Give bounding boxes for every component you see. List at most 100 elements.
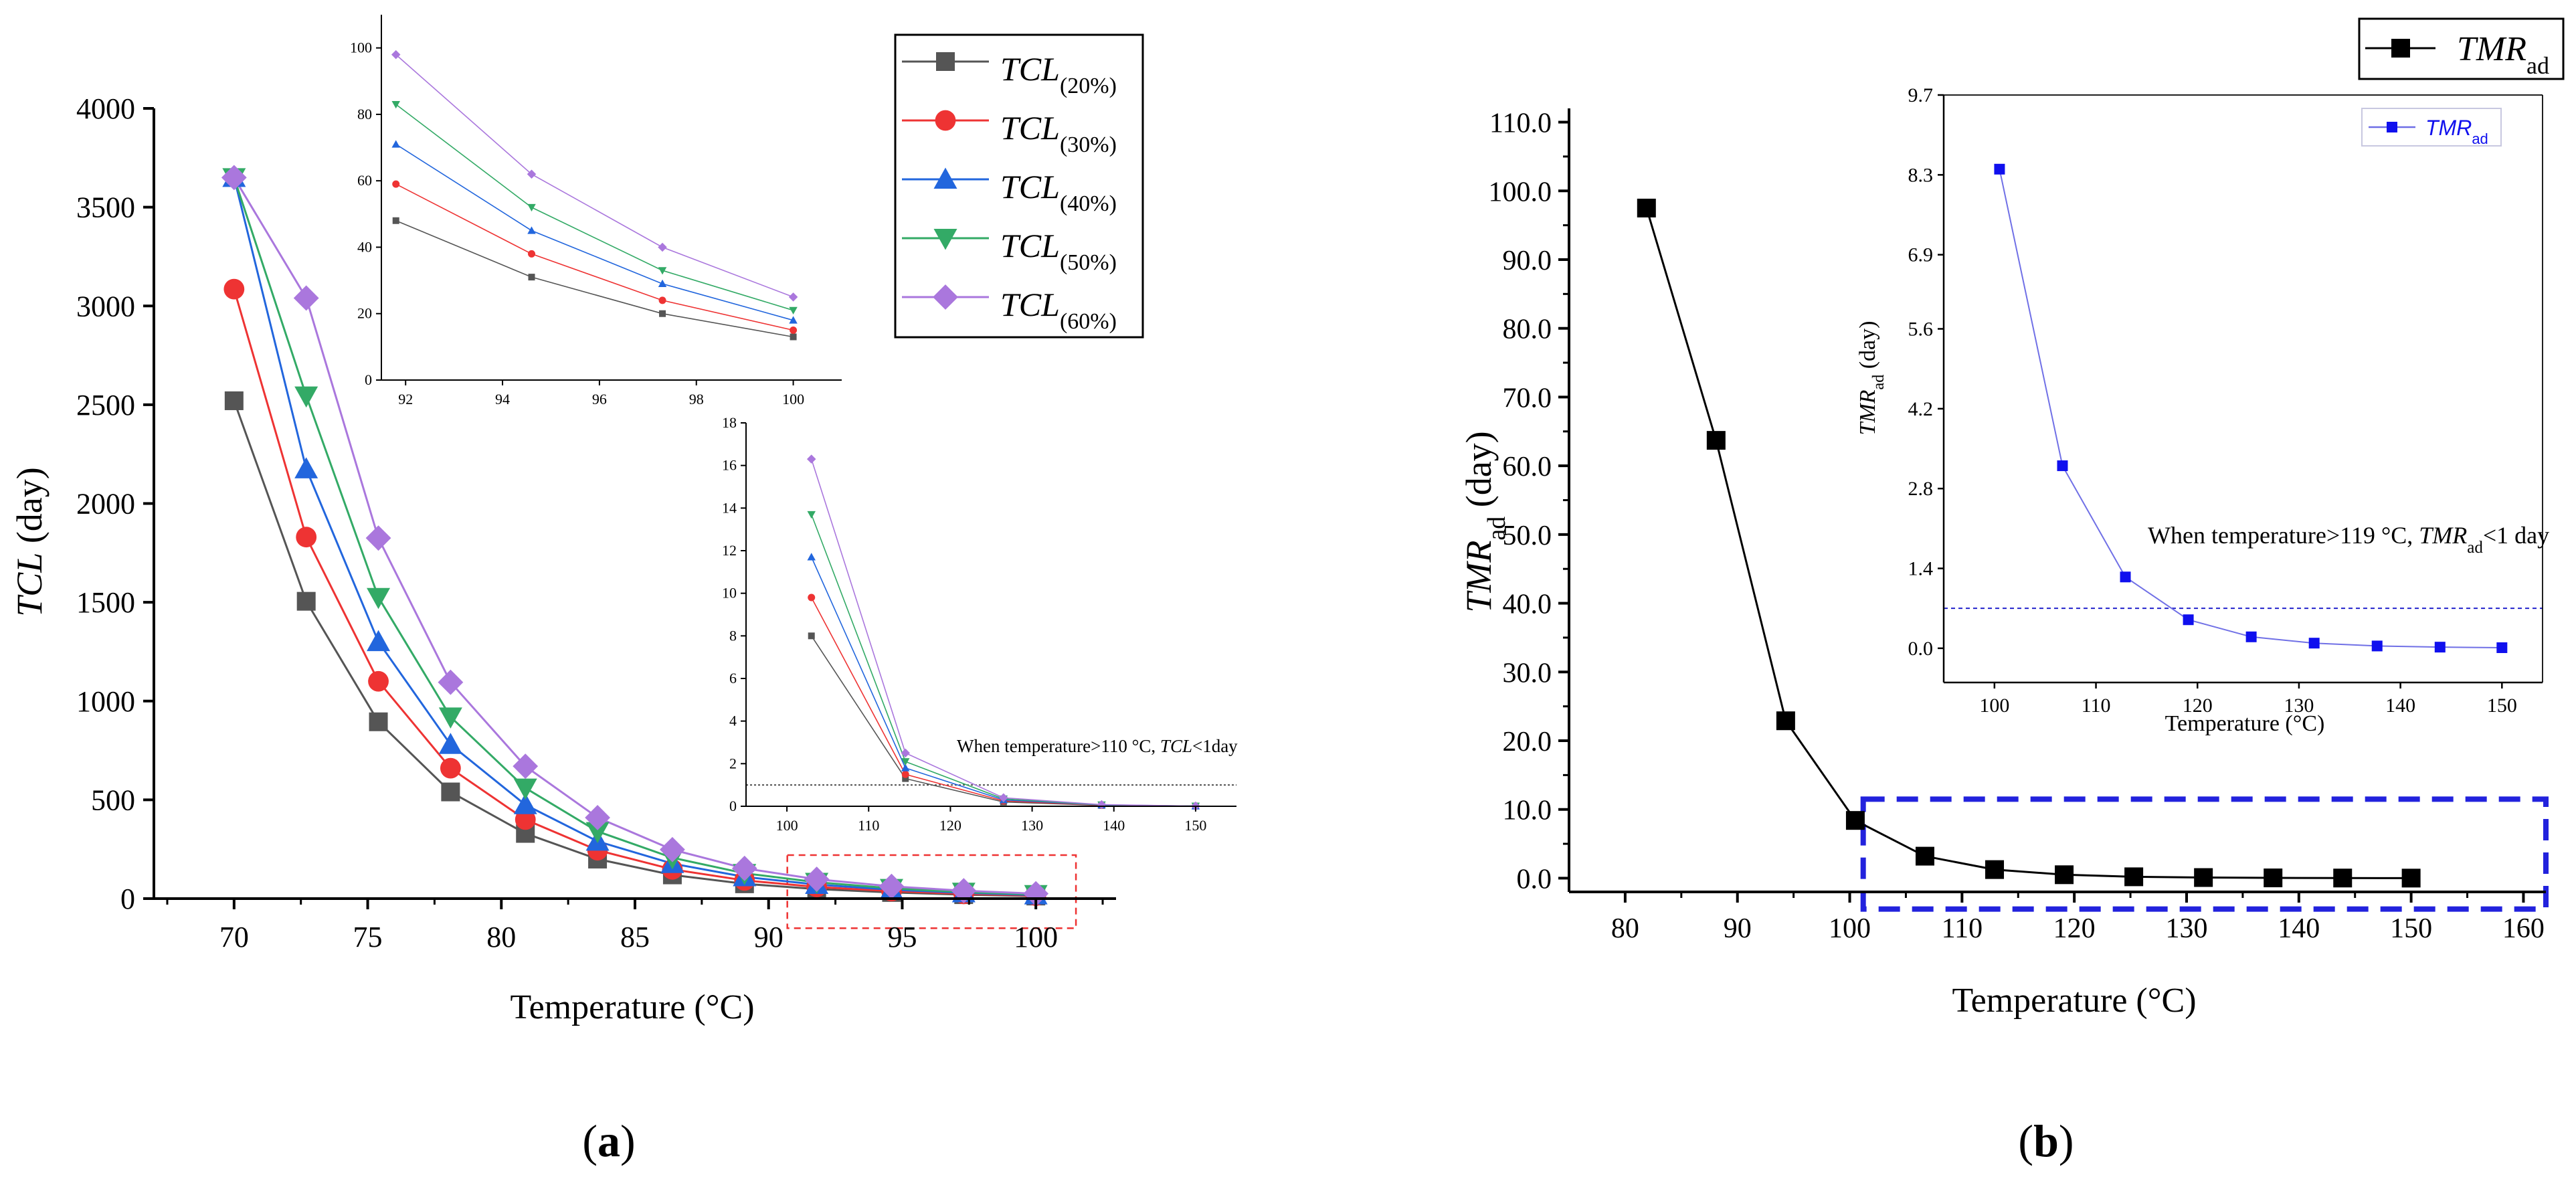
panel-a-series-2-point xyxy=(440,757,461,779)
panel-b-point xyxy=(2264,868,2283,888)
inset-bottom-y-tick-label: 8 xyxy=(729,627,737,644)
panel-a-y-tick-label: 3500 xyxy=(76,191,135,224)
inset-b-point xyxy=(2371,640,2383,652)
panel-a-legend-label-5: TCL(60%) xyxy=(1000,286,1117,334)
inset-top-series-1-point xyxy=(528,274,535,281)
panel-b-x-tick-label: 110 xyxy=(1942,913,1983,944)
panel-a-series-1-point xyxy=(369,712,388,731)
panel-a-y-tick-label: 3000 xyxy=(76,290,135,323)
panel-b: 80 90 100 110 120 130 140 150 160 0.0 10.0 20.0 30.0… xyxy=(1459,17,2565,1166)
panel-b-x-tick-label: 80 xyxy=(1611,913,1639,944)
inset-top-x-tick-label: 96 xyxy=(592,391,607,407)
inset-bottom-y-tick-label: 2 xyxy=(729,755,737,771)
panel-a-x-tick-label: 100 xyxy=(1014,921,1058,953)
panel-a-inset-annotation: When temperature>110 °C, TCL<1day xyxy=(957,736,1238,756)
inset-top-series-3-point xyxy=(527,226,536,234)
panel-a-legend-label-1: TCL(20%) xyxy=(1000,50,1117,98)
panel-a-legend-marker-4 xyxy=(933,229,957,250)
panel-b-y-tick-label: 0.0 xyxy=(1517,864,1552,895)
panel-b-x-tick-label: 130 xyxy=(2165,913,2207,944)
panel-a-y-tick-label: 500 xyxy=(91,784,135,816)
panel-b-point xyxy=(1706,431,1726,450)
inset-bottom-y-tick-label: 14 xyxy=(722,499,737,516)
inset-bottom-x-tick-label: 120 xyxy=(939,817,961,834)
inset-bottom-x-tick-label: 110 xyxy=(858,817,879,834)
panel-a-series-1-point xyxy=(441,782,460,802)
panel-a-inset-bottom: 100 110 120 130 140 150 0 2 4 6 8 10 12 14 16 18 xyxy=(722,414,1236,834)
panel-a-series-3-point xyxy=(513,793,537,814)
inset-b-x-tick-label: 110 xyxy=(2082,695,2111,717)
panel-a-legend-marker-3 xyxy=(933,167,957,189)
panel-a-y-tick-label: 1500 xyxy=(76,586,135,619)
inset-top-x-tick-label: 100 xyxy=(782,391,804,407)
inset-top-y-tick-label: 20 xyxy=(357,305,372,322)
panel-a-x-tick-label: 90 xyxy=(754,921,784,953)
panel-b-data-marks xyxy=(1637,198,2549,912)
panel-a-series-5-point xyxy=(1023,881,1049,907)
panel-a-series-1-point xyxy=(224,391,244,410)
panel-b-label: (b) xyxy=(2018,1115,2074,1166)
panel-a-series-2-point xyxy=(296,527,317,548)
inset-top-series-2-point xyxy=(528,250,536,258)
inset-top-series-2-point xyxy=(790,327,798,335)
panel-b-y-tick-label: 30.0 xyxy=(1503,658,1552,689)
inset-b-point xyxy=(1994,163,2005,175)
inset-top-series-5-point xyxy=(788,292,798,302)
inset-b-point xyxy=(2434,642,2446,653)
panel-a-series-5-point xyxy=(221,165,247,191)
inset-top-x-tick-label: 98 xyxy=(689,391,704,407)
panel-a-legend-marker-1 xyxy=(936,52,955,71)
panel-a-series-4-point xyxy=(294,386,318,408)
inset-top-series-4-point xyxy=(527,203,536,212)
inset-bottom-series-3-point xyxy=(807,553,816,561)
inset-top-series-5-point xyxy=(527,169,537,179)
inset-top-x-tick-label: 92 xyxy=(398,391,413,407)
inset-b-point xyxy=(2183,614,2194,626)
panel-b-x-tick-label: 120 xyxy=(2053,913,2096,944)
inset-top-y-tick-label: 60 xyxy=(357,172,372,189)
panel-b-point xyxy=(1776,711,1795,731)
inset-b-y-tick-label: 1.4 xyxy=(1908,558,1934,580)
panel-a-y-axis-label: TCL (day) xyxy=(9,467,50,617)
inset-b-point xyxy=(2308,638,2320,649)
panel-a-x-tick-label: 80 xyxy=(486,921,516,953)
inset-bottom-y-tick-label: 10 xyxy=(722,585,737,602)
panel-b-legend-label: TMRad xyxy=(2457,30,2549,79)
inset-bottom-series-3-line xyxy=(810,557,1196,807)
panel-b-y-tick-label: 20.0 xyxy=(1503,727,1552,757)
panel-a-x-tick-label: 75 xyxy=(353,921,383,953)
panel-a-x-tick-label: 85 xyxy=(620,921,650,953)
inset-bottom-series-1-point xyxy=(902,775,909,782)
inset-b-y-tick-label: 2.8 xyxy=(1908,478,1934,500)
inset-bottom-series-1-point xyxy=(808,632,815,640)
inset-bottom-series-2-point xyxy=(808,593,816,602)
panel-b-y-tick-label: 50.0 xyxy=(1503,521,1552,551)
panel-b-point xyxy=(1845,811,1865,830)
inset-b-y-tick-label: 8.3 xyxy=(1908,164,1934,186)
panel-a-series-5-point xyxy=(438,669,464,695)
inset-bottom-y-tick-label: 16 xyxy=(722,457,737,474)
panel-b-x-tick-label: 160 xyxy=(2502,913,2545,944)
panel-a-series-5-point xyxy=(660,836,685,862)
inset-top-series-3-line xyxy=(395,143,794,321)
panel-b-point xyxy=(2055,865,2074,885)
panel-a-y-tick-label: 2000 xyxy=(76,488,135,521)
inset-top-y-tick-label: 80 xyxy=(357,106,372,122)
panel-b-inset-x-axis-label: Temperature (°C) xyxy=(2165,711,2325,736)
inset-b-y-tick-label: 9.7 xyxy=(1908,84,1934,106)
inset-b-x-tick-label: 100 xyxy=(1979,695,2009,717)
panel-b-y-tick-label: 60.0 xyxy=(1503,452,1552,482)
inset-top-series-1-point xyxy=(659,310,666,317)
inset-b-y-tick-label: 4.2 xyxy=(1908,398,1934,420)
inset-top-series-1-point xyxy=(392,217,399,224)
inset-bottom-series-2-point xyxy=(901,770,909,778)
panel-a-series-5-point xyxy=(513,753,539,780)
inset-top-series-2-line xyxy=(395,183,794,331)
panel-a-series-5-point xyxy=(731,855,757,881)
inset-bottom-y-tick-label: 0 xyxy=(729,798,737,814)
panel-b-zoom-box xyxy=(1860,796,2549,912)
panel-a-main-plot: 70 75 80 85 90 95 1000500100015002000250030003… xyxy=(76,92,1116,953)
panel-b-y-tick-label: 40.0 xyxy=(1503,589,1552,620)
inset-top-series-4-point xyxy=(789,306,798,315)
panel-b-x-tick-label: 100 xyxy=(1829,913,1871,944)
